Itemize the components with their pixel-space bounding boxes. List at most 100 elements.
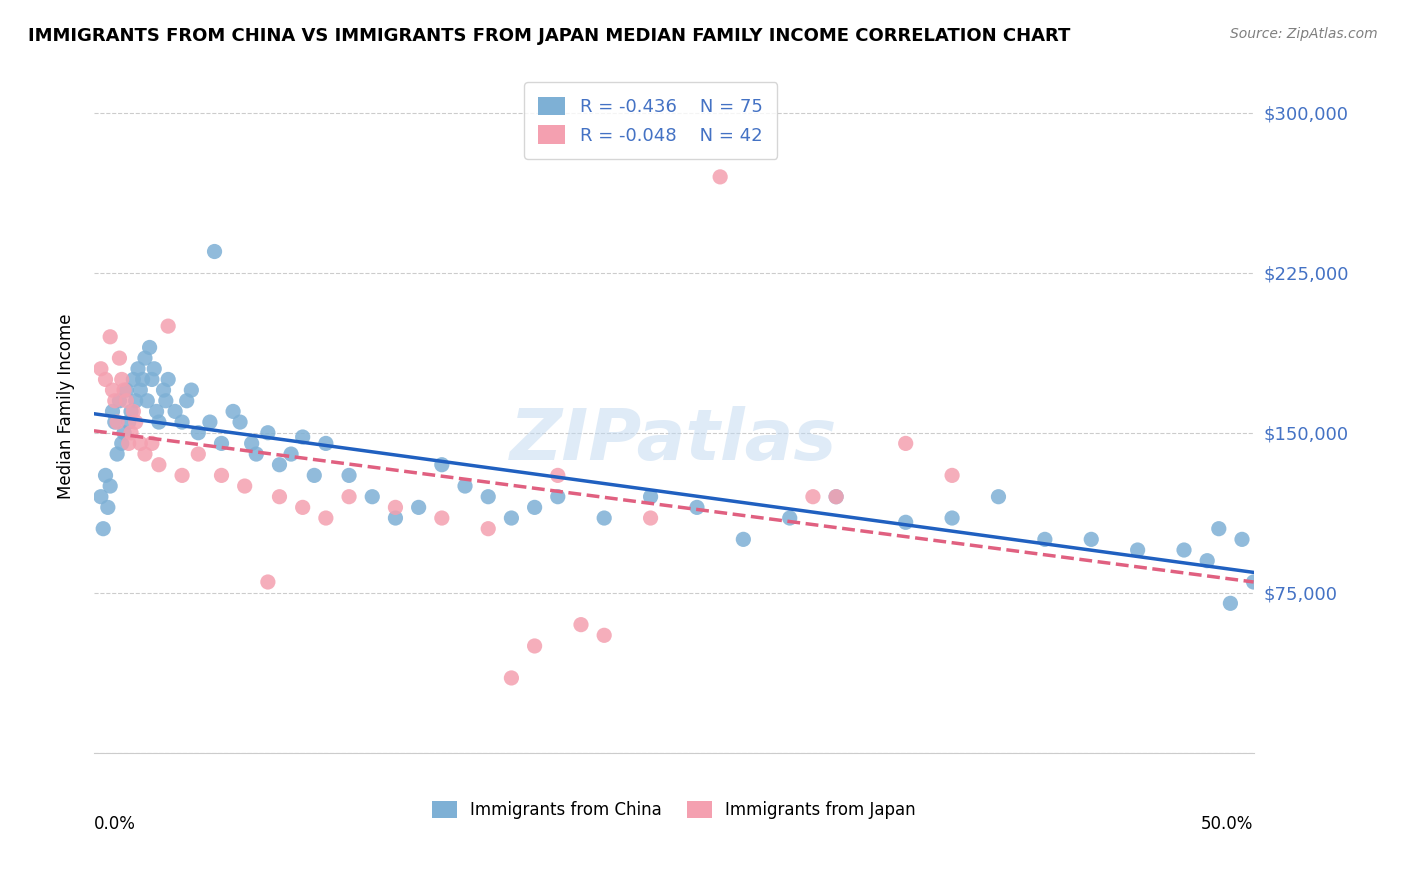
Point: [337, 468, 360, 483]
Point: [280, 447, 302, 461]
Point: [430, 511, 453, 525]
Point: [112, 425, 135, 440]
Point: [547, 468, 569, 483]
Point: [165, 404, 187, 418]
Point: [118, 415, 141, 429]
Point: [257, 574, 280, 589]
Point: [477, 522, 499, 536]
Point: [148, 458, 170, 472]
Point: [134, 447, 156, 461]
Point: [91, 522, 114, 536]
Point: [686, 500, 709, 515]
Point: [101, 383, 124, 397]
Point: [477, 490, 499, 504]
Point: [941, 468, 963, 483]
Point: [240, 436, 263, 450]
Point: [94, 468, 117, 483]
Text: Source: ZipAtlas.com: Source: ZipAtlas.com: [1230, 27, 1378, 41]
Point: [825, 490, 848, 504]
Point: [1033, 533, 1056, 547]
Point: [1173, 543, 1195, 558]
Point: [1208, 522, 1230, 536]
Point: [134, 351, 156, 365]
Point: [211, 436, 233, 450]
Point: [204, 244, 226, 259]
Point: [127, 361, 149, 376]
Point: [1230, 533, 1253, 547]
Text: ZIPatlas: ZIPatlas: [510, 406, 838, 475]
Point: [115, 393, 138, 408]
Point: [145, 404, 167, 418]
Point: [152, 383, 174, 397]
Point: [111, 372, 134, 386]
Point: [90, 490, 112, 504]
Point: [104, 393, 127, 408]
Point: [229, 415, 252, 429]
Point: [640, 490, 662, 504]
Point: [157, 319, 180, 334]
Point: [129, 436, 152, 450]
Point: [122, 404, 145, 418]
Point: [733, 533, 755, 547]
Point: [801, 490, 824, 504]
Point: [384, 511, 406, 525]
Text: IMMIGRANTS FROM CHINA VS IMMIGRANTS FROM JAPAN MEDIAN FAMILY INCOME CORRELATION : IMMIGRANTS FROM CHINA VS IMMIGRANTS FROM…: [28, 27, 1070, 45]
Point: [501, 511, 523, 525]
Point: [315, 436, 337, 450]
Point: [245, 447, 267, 461]
Point: [120, 425, 142, 440]
Point: [894, 436, 917, 450]
Point: [176, 393, 198, 408]
Point: [233, 479, 256, 493]
Point: [198, 415, 221, 429]
Point: [384, 500, 406, 515]
Point: [187, 447, 209, 461]
Point: [361, 490, 384, 504]
Point: [1243, 574, 1265, 589]
Point: [257, 425, 280, 440]
Text: 50.0%: 50.0%: [1201, 815, 1254, 833]
Point: [454, 479, 477, 493]
Point: [291, 430, 314, 444]
Y-axis label: Median Family Income: Median Family Income: [58, 313, 75, 499]
Point: [569, 617, 592, 632]
Point: [170, 415, 193, 429]
Point: [523, 639, 546, 653]
Point: [124, 415, 146, 429]
Point: [120, 404, 142, 418]
Point: [170, 468, 193, 483]
Point: [222, 404, 245, 418]
Point: [593, 628, 616, 642]
Point: [1126, 543, 1149, 558]
Point: [148, 415, 170, 429]
Point: [118, 436, 141, 450]
Point: [98, 330, 121, 344]
Point: [825, 490, 848, 504]
Point: [98, 479, 121, 493]
Point: [97, 500, 120, 515]
Point: [129, 383, 152, 397]
Point: [143, 361, 166, 376]
Point: [211, 468, 233, 483]
Point: [430, 458, 453, 472]
Point: [90, 361, 112, 376]
Point: [131, 372, 153, 386]
Point: [1219, 596, 1241, 610]
Point: [104, 415, 127, 429]
Point: [141, 436, 163, 450]
Point: [1080, 533, 1102, 547]
Point: [547, 490, 569, 504]
Point: [105, 415, 128, 429]
Point: [501, 671, 523, 685]
Point: [894, 516, 917, 530]
Point: [304, 468, 326, 483]
Point: [408, 500, 430, 515]
Point: [124, 393, 146, 408]
Text: 0.0%: 0.0%: [94, 815, 136, 833]
Point: [141, 372, 163, 386]
Point: [157, 372, 180, 386]
Point: [337, 490, 360, 504]
Point: [315, 511, 337, 525]
Point: [987, 490, 1010, 504]
Point: [269, 458, 291, 472]
